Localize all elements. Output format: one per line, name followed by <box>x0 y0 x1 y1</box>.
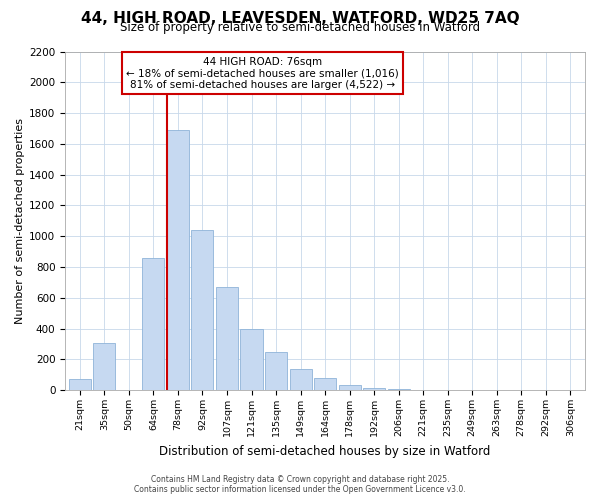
Bar <box>363 388 385 390</box>
Bar <box>290 368 311 390</box>
Bar <box>142 258 164 390</box>
Bar <box>69 378 91 390</box>
Bar <box>314 378 336 390</box>
Bar <box>191 230 214 390</box>
Bar <box>265 352 287 390</box>
Y-axis label: Number of semi-detached properties: Number of semi-detached properties <box>15 118 25 324</box>
Bar <box>388 389 410 390</box>
Text: Size of property relative to semi-detached houses in Watford: Size of property relative to semi-detach… <box>120 22 480 35</box>
Text: 44 HIGH ROAD: 76sqm
← 18% of semi-detached houses are smaller (1,016)
81% of sem: 44 HIGH ROAD: 76sqm ← 18% of semi-detach… <box>127 56 399 90</box>
Bar <box>338 385 361 390</box>
Bar <box>167 130 189 390</box>
Text: 44, HIGH ROAD, LEAVESDEN, WATFORD, WD25 7AQ: 44, HIGH ROAD, LEAVESDEN, WATFORD, WD25 … <box>80 11 520 26</box>
Bar <box>216 287 238 390</box>
Bar <box>94 343 115 390</box>
Bar <box>241 330 263 390</box>
X-axis label: Distribution of semi-detached houses by size in Watford: Distribution of semi-detached houses by … <box>160 444 491 458</box>
Text: Contains HM Land Registry data © Crown copyright and database right 2025.
Contai: Contains HM Land Registry data © Crown c… <box>134 474 466 494</box>
